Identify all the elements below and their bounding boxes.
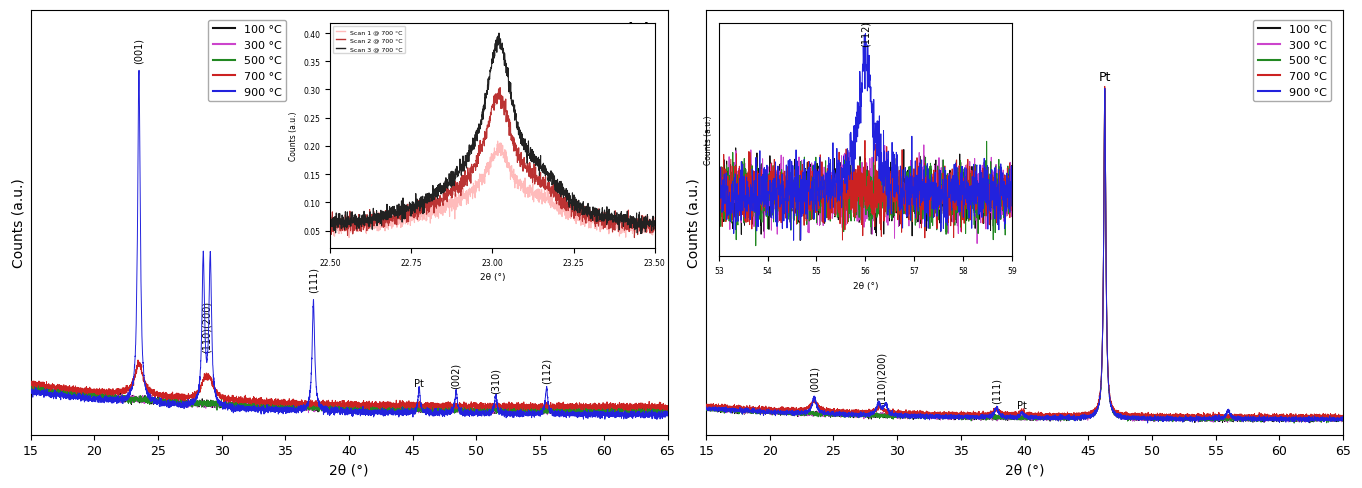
Y-axis label: Counts (a.u.): Counts (a.u.) (686, 178, 700, 268)
Legend: 100 °C, 300 °C, 500 °C, 700 °C, 900 °C: 100 °C, 300 °C, 500 °C, 700 °C, 900 °C (208, 21, 286, 102)
X-axis label: 2θ (°): 2θ (°) (1005, 463, 1045, 477)
Text: (002): (002) (451, 362, 462, 388)
Y-axis label: Counts (a.u.): Counts (a.u.) (11, 178, 25, 268)
Text: (a): (a) (625, 21, 651, 40)
Text: (110)(200): (110)(200) (202, 301, 211, 352)
Legend: 100 °C, 300 °C, 500 °C, 700 °C, 900 °C: 100 °C, 300 °C, 500 °C, 700 °C, 900 °C (1253, 21, 1331, 102)
Text: (b): (b) (1301, 21, 1327, 40)
X-axis label: 2θ (°): 2θ (°) (330, 463, 369, 477)
Text: (001): (001) (133, 38, 144, 64)
Text: (111): (111) (308, 266, 319, 292)
Text: (110)(200): (110)(200) (877, 351, 887, 403)
Text: (112): (112) (542, 358, 552, 384)
Text: (310): (310) (490, 367, 501, 393)
Text: Pt: Pt (414, 379, 424, 388)
Text: (001): (001) (809, 365, 820, 391)
Text: Pt: Pt (1099, 70, 1111, 83)
Text: (111): (111) (992, 377, 1001, 403)
Text: Pt: Pt (1017, 400, 1027, 410)
